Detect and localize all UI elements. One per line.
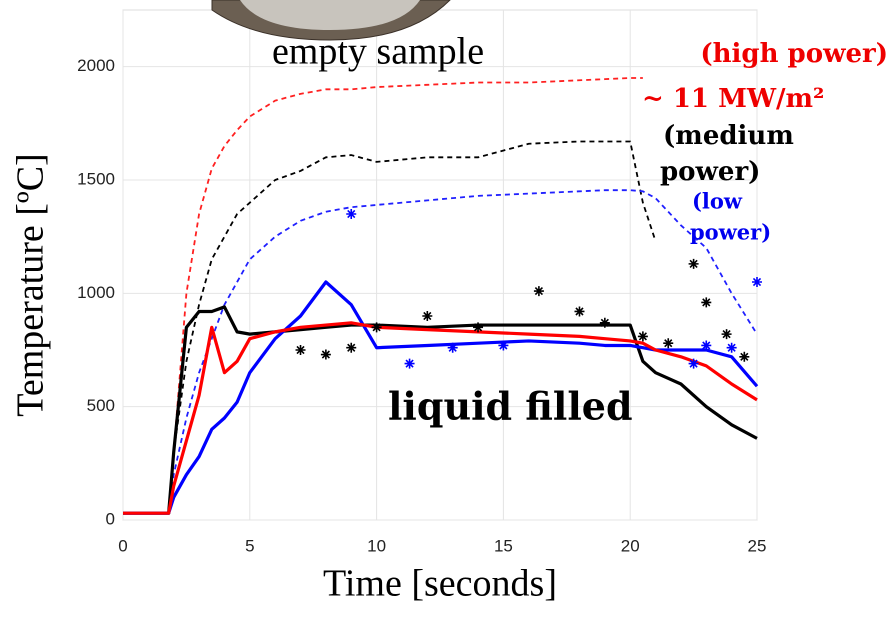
marker [346, 342, 357, 353]
marker [701, 340, 712, 351]
marker [688, 258, 699, 269]
x-tick-label: 5 [245, 536, 254, 555]
marker [752, 277, 762, 287]
marker [688, 358, 699, 369]
y-tick-label: 1500 [77, 169, 115, 188]
line [123, 305, 758, 515]
marker [473, 322, 484, 333]
annotation: ~ 11 MW/m² [642, 84, 824, 114]
annotation: power) [690, 220, 771, 245]
annotation: power) [660, 157, 760, 187]
annotation: (low [692, 189, 743, 214]
dashed-line [123, 140, 657, 515]
annotation: (high power) [700, 39, 888, 69]
dashed-line [123, 77, 643, 515]
sample-photo-center [240, 0, 420, 30]
marker [739, 351, 750, 362]
marker [404, 358, 415, 369]
x-axis-label: Time [seconds] [323, 563, 557, 605]
x-tick-label: 25 [748, 536, 767, 555]
lines [123, 77, 762, 515]
marker [721, 329, 732, 340]
marker [447, 342, 458, 353]
marker [726, 342, 737, 353]
y-tick-label: 500 [87, 396, 115, 415]
marker [701, 297, 712, 308]
annotation: liquid filled [388, 384, 633, 429]
marker [533, 286, 544, 297]
x-tick-label: 15 [494, 536, 513, 555]
annotation: empty sample [272, 31, 484, 73]
marker [599, 317, 610, 328]
marker [295, 345, 306, 355]
marker [346, 209, 357, 219]
marker [637, 331, 648, 342]
y-tick-label: 1000 [77, 283, 115, 302]
y-axis-label: Temperature [ºC] [10, 153, 52, 416]
y-tick-label: 0 [106, 509, 115, 528]
line [123, 321, 758, 515]
marker [663, 338, 674, 349]
x-tick-label: 0 [118, 536, 127, 555]
marker [371, 322, 382, 333]
marker [498, 340, 509, 351]
y-tick-label: 2000 [77, 56, 115, 75]
marker [574, 306, 585, 317]
marker [422, 311, 433, 321]
marker [320, 349, 331, 360]
x-tick-label: 10 [367, 536, 386, 555]
x-tick-label: 20 [621, 536, 640, 555]
plot-area [122, 9, 758, 521]
grid [122, 10, 758, 521]
annotation: (medium [663, 121, 794, 151]
dashed-line [123, 189, 758, 515]
